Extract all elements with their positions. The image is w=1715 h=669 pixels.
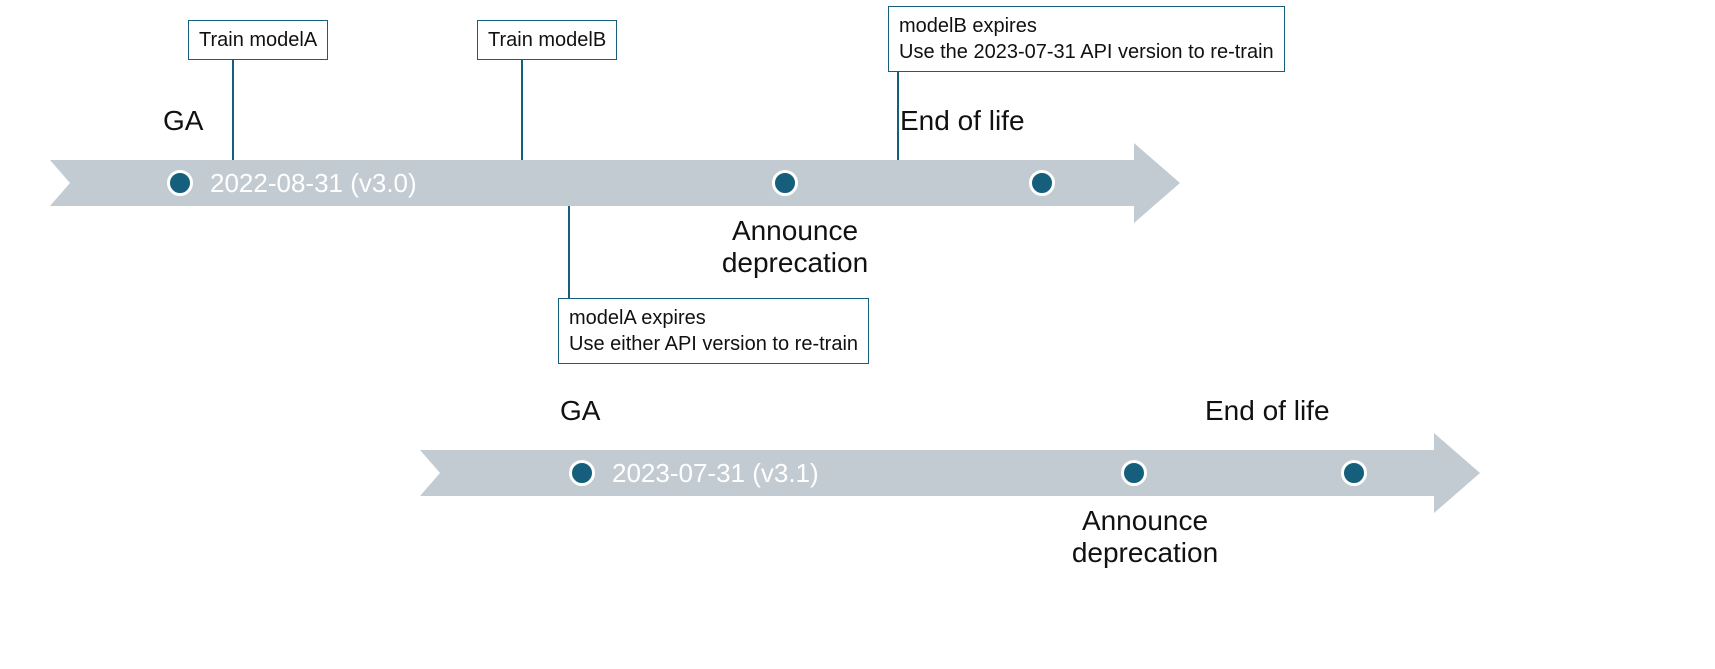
- callout-modela-expires: modelA expires Use either API version to…: [558, 298, 869, 364]
- arrow-tail: [50, 160, 80, 206]
- arrow-shaft-2: [450, 450, 1434, 496]
- announce-line1: Announce deprecation: [722, 215, 868, 278]
- callout-modelb-line2: Use the 2023-07-31 API version to re-tra…: [899, 39, 1274, 65]
- timeline1-ga-label: GA: [163, 105, 203, 137]
- announce2-text: Announce deprecation: [1072, 505, 1218, 568]
- timeline2-eol-label: End of life: [1205, 395, 1330, 427]
- callout-modelb-expires: modelB expires Use the 2023-07-31 API ve…: [888, 6, 1285, 72]
- timeline2-ga-dot: [569, 460, 595, 486]
- timeline-canvas: 2022-08-31 (v3.0) GA End of life Announc…: [0, 0, 1715, 669]
- arrow-tail-2: [420, 450, 450, 496]
- connector-train-b: [521, 58, 523, 160]
- connector-train-a: [232, 58, 234, 160]
- connector-modelb-expires: [897, 68, 899, 160]
- timeline1-eol-label: End of life: [900, 105, 1025, 137]
- arrow-head-2: [1434, 433, 1480, 513]
- callout-train-b-text: Train modelB: [488, 29, 606, 51]
- timeline1-version-label: 2022-08-31 (v3.0): [210, 168, 417, 199]
- callout-modela-line1: modelA expires: [569, 305, 858, 331]
- timeline1-ga-dot: [167, 170, 193, 196]
- timeline2-announce-dot: [1121, 460, 1147, 486]
- callout-modelb-line1: modelB expires: [899, 13, 1274, 39]
- callout-train-a: Train modelA: [188, 20, 328, 60]
- timeline2-ga-label: GA: [560, 395, 600, 427]
- timeline2-version-label: 2023-07-31 (v3.1): [612, 458, 819, 489]
- timeline1-announce-dot: [772, 170, 798, 196]
- connector-modela-expires: [568, 206, 570, 298]
- callout-train-b: Train modelB: [477, 20, 617, 60]
- callout-modela-line2: Use either API version to re-train: [569, 331, 858, 357]
- timeline1-announce-label: Announce deprecation: [710, 215, 880, 279]
- timeline1-eol-dot: [1029, 170, 1055, 196]
- timeline2-announce-label: Announce deprecation: [1060, 505, 1230, 569]
- callout-train-a-text: Train modelA: [199, 29, 317, 51]
- timeline2-eol-dot: [1341, 460, 1367, 486]
- arrow-head: [1134, 143, 1180, 223]
